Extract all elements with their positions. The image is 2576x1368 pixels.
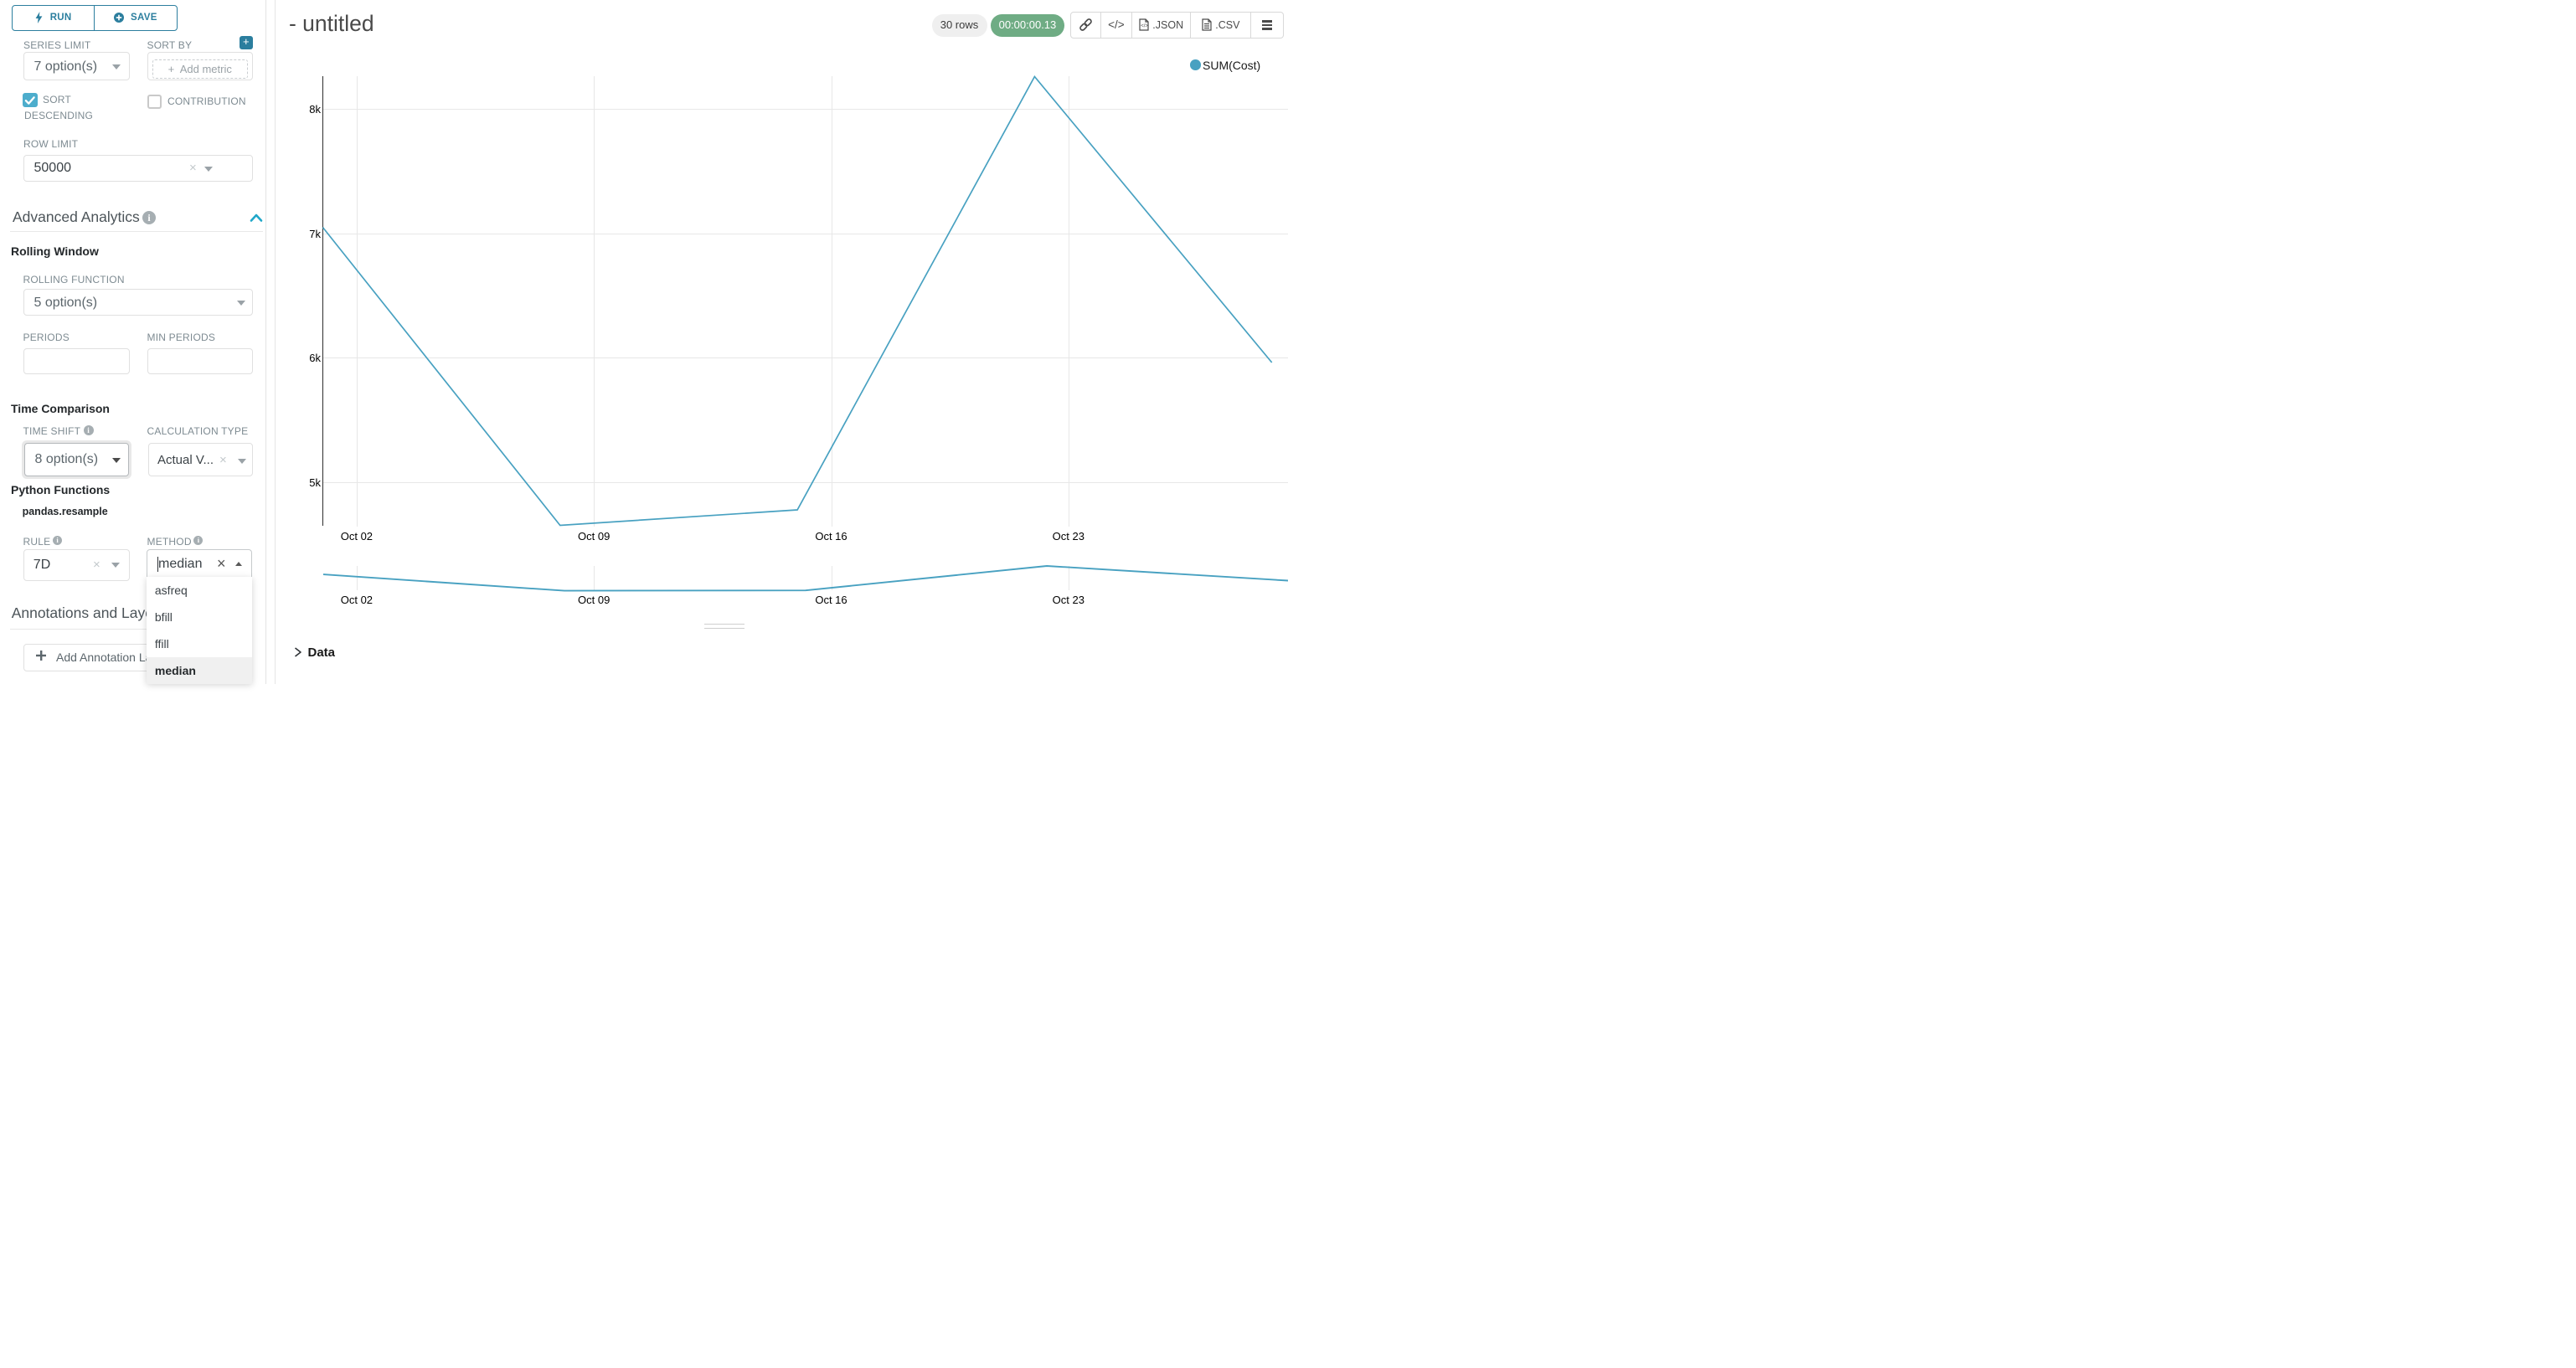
svg-text:</>: </>	[1141, 24, 1148, 29]
